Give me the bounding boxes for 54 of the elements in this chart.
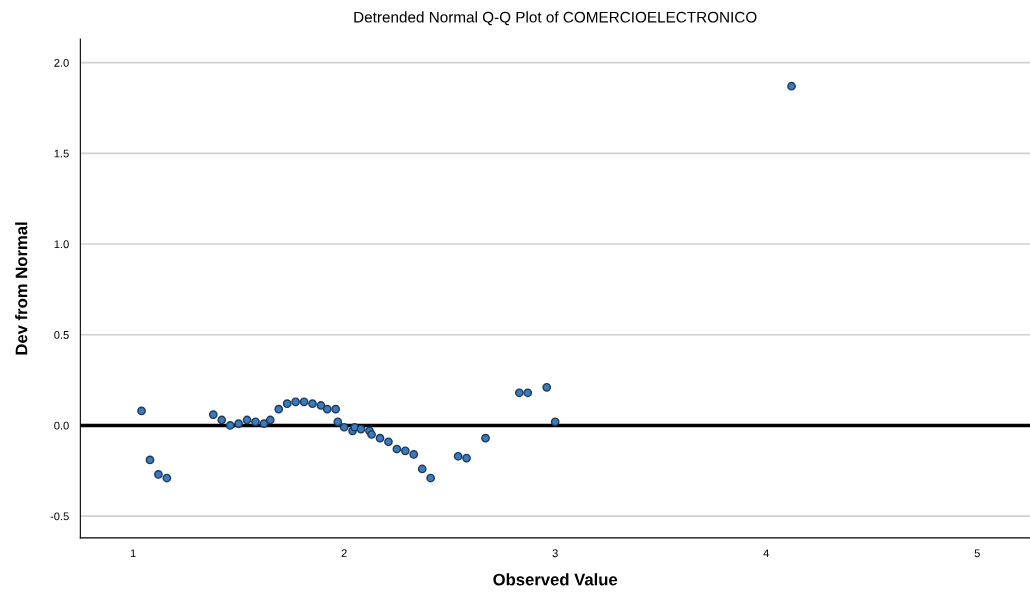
point xyxy=(225,421,235,430)
point xyxy=(265,415,275,425)
point xyxy=(145,455,155,465)
point xyxy=(154,470,163,479)
point xyxy=(282,399,292,409)
point xyxy=(481,433,490,443)
point xyxy=(291,397,300,407)
point xyxy=(259,419,269,428)
point xyxy=(514,388,524,398)
point xyxy=(384,437,393,447)
y-tick-label: -0.5 xyxy=(50,512,69,521)
point xyxy=(400,446,410,456)
point xyxy=(299,397,309,407)
chart-title: Detrended Normal Q-Q Plot of COMERCIOELECTRONICO xyxy=(354,11,757,26)
point xyxy=(137,406,146,416)
x-tick-label: 2 xyxy=(341,549,347,558)
point xyxy=(274,404,284,414)
x-tick-label: 4 xyxy=(763,549,769,558)
y-tick-label: 0.5 xyxy=(54,331,69,339)
point xyxy=(462,453,471,463)
point xyxy=(322,404,332,414)
y-tick-label: 1.5 xyxy=(54,149,69,158)
point xyxy=(331,404,341,414)
point xyxy=(367,430,376,439)
point xyxy=(234,419,243,428)
point xyxy=(316,401,326,410)
point xyxy=(375,433,385,443)
x-tick-label: 5 xyxy=(974,549,980,558)
point xyxy=(523,388,533,398)
point xyxy=(409,450,419,459)
point xyxy=(542,382,552,392)
point xyxy=(339,422,349,432)
point xyxy=(550,417,560,427)
point xyxy=(217,415,227,425)
point xyxy=(251,417,260,427)
point xyxy=(417,464,427,474)
x-tick-label: 1 xyxy=(130,549,136,558)
point xyxy=(162,473,172,483)
point xyxy=(787,81,796,91)
point xyxy=(208,410,218,419)
point xyxy=(392,444,402,454)
point xyxy=(333,417,343,427)
x-axis-title: Observed Value xyxy=(493,573,618,586)
y-axis-title: Dev from Normal xyxy=(15,222,28,355)
point xyxy=(350,422,360,432)
x-tick-label: 3 xyxy=(552,549,558,558)
point xyxy=(242,415,252,425)
point xyxy=(356,424,366,434)
point xyxy=(308,399,317,409)
point xyxy=(426,473,436,483)
y-tick-label: 1.0 xyxy=(54,240,69,249)
y-tick-label: 0.0 xyxy=(54,421,69,430)
point xyxy=(453,451,463,461)
y-tick-label: 2.0 xyxy=(54,58,69,67)
